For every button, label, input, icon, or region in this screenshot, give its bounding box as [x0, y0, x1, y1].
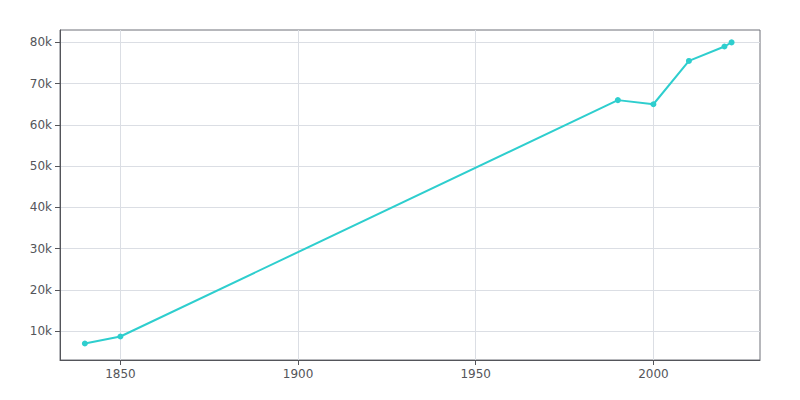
- svg-text:40k: 40k: [30, 200, 52, 214]
- svg-text:20k: 20k: [30, 283, 52, 297]
- svg-text:60k: 60k: [30, 118, 52, 132]
- svg-text:1850: 1850: [105, 367, 136, 381]
- svg-text:70k: 70k: [30, 77, 52, 91]
- svg-text:1900: 1900: [283, 367, 314, 381]
- svg-text:30k: 30k: [30, 242, 52, 256]
- svg-text:80k: 80k: [30, 35, 52, 49]
- svg-text:2000: 2000: [638, 367, 669, 381]
- svg-text:10k: 10k: [30, 324, 52, 338]
- svg-text:1950: 1950: [460, 367, 491, 381]
- svg-text:50k: 50k: [30, 159, 52, 173]
